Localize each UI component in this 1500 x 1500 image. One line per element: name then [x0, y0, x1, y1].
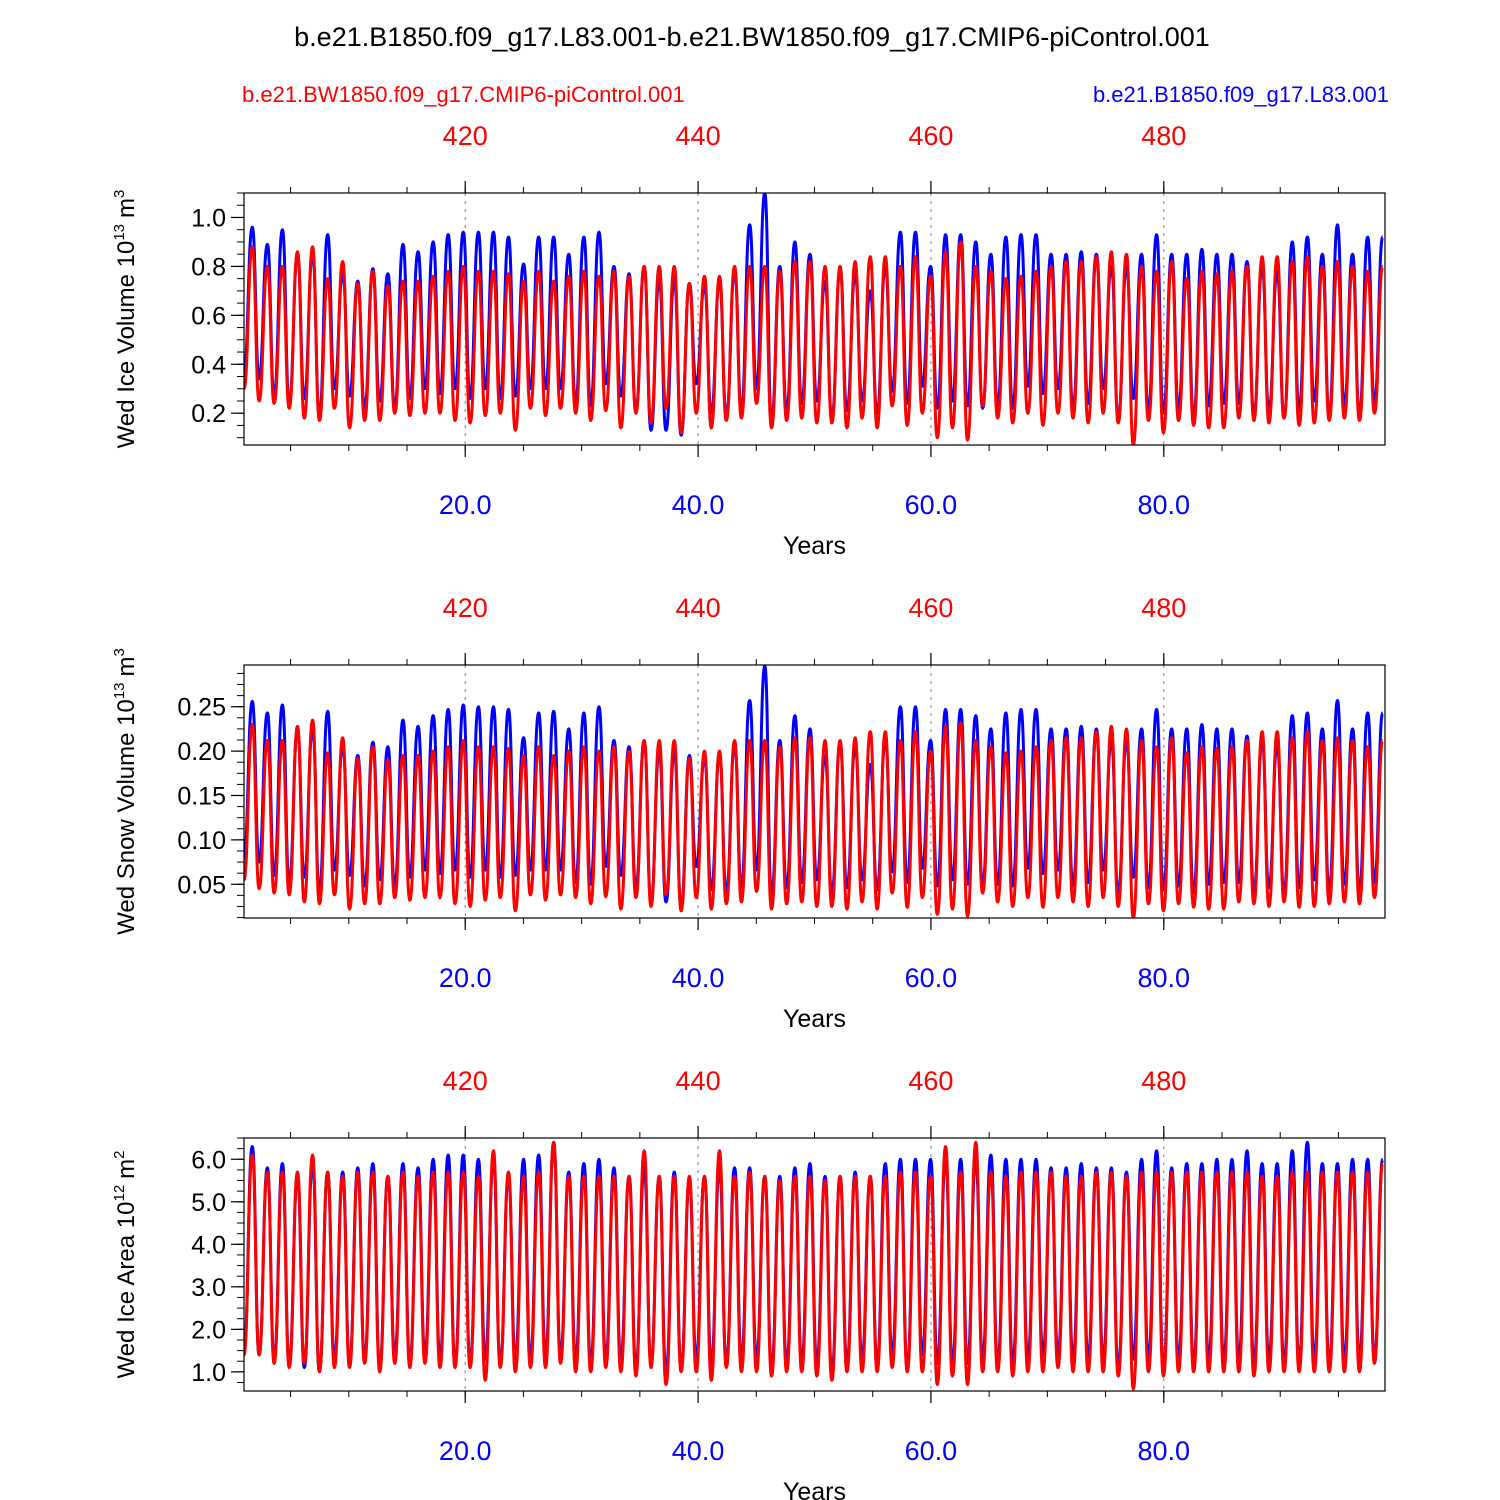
y-axis-label-exp: 13	[111, 682, 128, 699]
legend-red-case: b.e21.BW1850.f09_g17.CMIP6-piControl.001	[242, 82, 685, 107]
y-tick-label: 5.0	[191, 1189, 226, 1217]
y-axis-label-unit: m	[113, 656, 140, 676]
panels: 0.2 0.4 0.6 0.8 1.0 20.0 40.0 60.0 80.0 420 440 460…	[111, 121, 1386, 1500]
panel-2: 0.05 0.10 0.15 0.20 0.25 20.0 40.0 60.0 80.0 420 4…	[111, 593, 1386, 1033]
y-tick-label: 4.0	[191, 1231, 226, 1259]
y-axis-label-main: Wed Snow Volume 10	[113, 699, 140, 935]
y-tick-label: 0.6	[191, 302, 226, 330]
y-axis-label-main: Wed Ice Area 10	[113, 1202, 140, 1379]
x-bottom-tick-label: 60.0	[905, 1436, 958, 1466]
y-tick-label: 2.0	[191, 1316, 226, 1344]
x-top-tick-label: 460	[908, 1066, 953, 1096]
series-line-red	[244, 240, 1385, 445]
y-axis-label-exp: 12	[111, 1185, 128, 1202]
x-bottom-tick-label: 20.0	[439, 1436, 492, 1466]
y-tick-label: 0.10	[177, 827, 226, 855]
y-tick-label: 0.4	[191, 351, 226, 379]
x-bottom-tick-label: 20.0	[439, 963, 492, 993]
x-bottom-tick-label: 40.0	[672, 490, 725, 520]
y-tick-label: 0.15	[177, 782, 226, 810]
x-top-tick-label: 420	[443, 121, 488, 151]
legend-blue-case: b.e21.B1850.f09_g17.L83.001	[1093, 82, 1389, 107]
y-axis-label-main: Wed Ice Volume 10	[113, 241, 140, 449]
y-tick-label: 6.0	[191, 1146, 226, 1174]
series-line-red	[244, 1140, 1385, 1391]
x-axis-label: Years	[783, 1478, 846, 1500]
x-bottom-tick-label: 40.0	[672, 963, 725, 993]
y-axis-label: Wed Ice Area 1012 m2	[111, 1150, 140, 1378]
y-axis-label-unit-exp: 2	[111, 1150, 128, 1158]
y-tick-label: 1.0	[191, 1359, 226, 1387]
x-bottom-tick-label: 60.0	[905, 490, 958, 520]
x-bottom-tick-label: 80.0	[1138, 1436, 1191, 1466]
x-top-tick-label: 480	[1141, 1066, 1186, 1096]
x-bottom-tick-label: 80.0	[1138, 963, 1191, 993]
y-axis-label-unit: m	[113, 198, 140, 218]
y-axis-label: Wed Snow Volume 1013 m3	[111, 648, 140, 935]
y-tick-label: 0.2	[191, 400, 226, 428]
panel-1: 0.2 0.4 0.6 0.8 1.0 20.0 40.0 60.0 80.0 420 440 460…	[111, 121, 1386, 560]
y-tick-label: 0.8	[191, 253, 226, 281]
x-axis-label: Years	[783, 1005, 846, 1033]
y-tick-label: 3.0	[191, 1274, 226, 1302]
x-bottom-tick-label: 20.0	[439, 490, 492, 520]
x-bottom-tick-label: 40.0	[672, 1436, 725, 1466]
y-tick-label: 0.05	[177, 871, 226, 899]
x-top-tick-label: 460	[908, 593, 953, 623]
x-top-tick-label: 480	[1141, 121, 1186, 151]
x-top-tick-label: 420	[443, 593, 488, 623]
x-top-tick-label: 460	[908, 121, 953, 151]
x-top-tick-label: 480	[1141, 593, 1186, 623]
y-axis-label-unit-exp: 3	[111, 648, 128, 656]
y-tick-label: 0.25	[177, 694, 226, 722]
x-axis-label: Years	[783, 532, 846, 560]
y-axis-label: Wed Ice Volume 1013 m3	[111, 190, 140, 449]
x-bottom-tick-label: 60.0	[905, 963, 958, 993]
x-top-tick-label: 440	[676, 121, 721, 151]
series-line-red	[244, 718, 1385, 918]
x-top-tick-label: 440	[676, 593, 721, 623]
x-top-tick-label: 420	[443, 1066, 488, 1096]
y-axis-label-unit-exp: 3	[111, 190, 128, 198]
panel-3: 1.0 2.0 3.0 4.0 5.0 6.0 20.0 40.0 60.0 80.0 420 440…	[111, 1066, 1386, 1500]
y-tick-label: 1.0	[191, 204, 226, 232]
y-axis-label-exp: 13	[111, 224, 128, 241]
x-top-tick-label: 440	[676, 1066, 721, 1096]
y-axis-label-unit: m	[113, 1159, 140, 1179]
y-tick-label: 0.20	[177, 738, 226, 766]
page-title: b.e21.B1850.f09_g17.L83.001-b.e21.BW1850…	[294, 22, 1210, 52]
x-bottom-tick-label: 80.0	[1138, 490, 1191, 520]
